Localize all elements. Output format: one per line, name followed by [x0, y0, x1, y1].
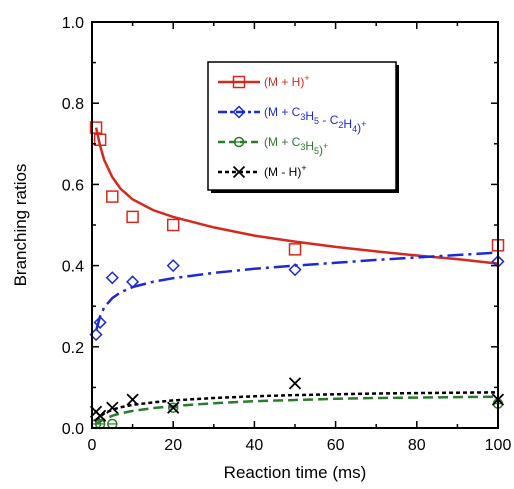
- legend-label-part: ): [357, 121, 361, 135]
- y-tick-label: 0.8: [62, 96, 84, 113]
- legend-label-2: (M + C3H5)+: [264, 135, 328, 157]
- data-point-series-0: [288, 243, 302, 256]
- fit-line-series-1: [94, 251, 499, 331]
- y-tick-label: 0.6: [62, 177, 84, 194]
- legend-label-part: 4: [352, 124, 357, 134]
- legend-label-part: (M + C: [264, 105, 301, 119]
- axis-ticks: [91, 21, 499, 429]
- legend-label-part: (M + C: [264, 135, 301, 149]
- data-point-series-3: [167, 401, 180, 414]
- marker-stroke: [126, 393, 139, 406]
- data-point-series-0: [89, 121, 103, 134]
- data-point-series-0: [93, 133, 107, 146]
- data-point-series-1: [288, 263, 302, 277]
- x-tick-label: 80: [408, 437, 426, 454]
- y-tick-label: 0.4: [62, 259, 84, 276]
- x-tick-label: 0: [88, 437, 97, 454]
- legend-label-part: +: [304, 73, 309, 83]
- y-axis-title: Branching ratios: [11, 164, 30, 287]
- legend-label-part: +: [301, 163, 306, 173]
- x-tick-label: 40: [246, 437, 264, 454]
- x-axis-title: Reaction time (ms): [224, 463, 367, 482]
- legend-label-part: +: [361, 119, 366, 129]
- legend-label-part: 3: [300, 112, 305, 122]
- data-point-series-1: [126, 275, 140, 289]
- data-point-series-3: [93, 409, 107, 422]
- data-point-series-0: [126, 210, 139, 224]
- data-point-series-3: [288, 377, 302, 390]
- data-point-series-0: [166, 218, 180, 232]
- legend-label-3: (M - H)+: [264, 163, 307, 179]
- x-tick-label: 100: [485, 437, 512, 454]
- y-tick-label: 0.2: [62, 340, 84, 357]
- marker-stroke: [232, 165, 246, 179]
- data-point-series-0: [106, 190, 119, 203]
- legend-label-part: (M + H): [264, 75, 304, 89]
- legend-box: [207, 61, 397, 191]
- legend-label-part: H: [305, 139, 314, 153]
- legend-label-part: 3: [300, 142, 305, 152]
- marker-stroke: [288, 377, 302, 390]
- legend-label-part: (M - H): [264, 165, 301, 179]
- axis-tick-labels: 0 20 40 60 80 100 0.0 0.2 0.4 0.6 0.8 1.0: [62, 15, 512, 454]
- marker-stroke: [93, 409, 107, 422]
- legend-label-part: ): [319, 143, 323, 157]
- legend-label-part: 5: [314, 116, 319, 126]
- legend-label-part: 5: [314, 146, 319, 156]
- legend-marker-2: [233, 136, 245, 148]
- y-tick-label: 0.0: [62, 421, 84, 438]
- fit-line-series-2: [95, 395, 499, 425]
- x-tick-label: 20: [164, 437, 182, 454]
- marker-stroke: [106, 401, 119, 414]
- fit-curves: [94, 127, 499, 425]
- legend-label-1: (M + C3H5 - C2H4)+: [264, 105, 366, 135]
- legend-label-part: H: [343, 117, 352, 131]
- data-point-series-1: [105, 271, 119, 285]
- legend: (M + H)+(M + C3H5 - C2H4)+(M + C3H5)+(M …: [207, 61, 399, 193]
- legend-label-part: H: [305, 109, 314, 123]
- legend-marker-3: [232, 165, 246, 179]
- legend-marker-1: [232, 105, 246, 119]
- marker-stroke: [167, 401, 180, 414]
- legend-marker-0: [232, 75, 246, 89]
- data-point-series-1: [166, 259, 180, 273]
- legend-label-part: 2: [338, 120, 343, 130]
- legend-label-part: - C: [319, 113, 339, 127]
- legend-label-0: (M + H)+: [264, 73, 310, 89]
- fit-line-series-3: [95, 391, 499, 421]
- legend-label-part: +: [323, 141, 328, 151]
- data-point-series-3: [126, 393, 139, 406]
- data-point-series-3: [106, 401, 119, 414]
- x-tick-label: 60: [327, 437, 345, 454]
- fit-line-series-0: [94, 127, 499, 265]
- y-tick-label: 1.0: [62, 15, 84, 32]
- data-point-series-1: [93, 315, 107, 330]
